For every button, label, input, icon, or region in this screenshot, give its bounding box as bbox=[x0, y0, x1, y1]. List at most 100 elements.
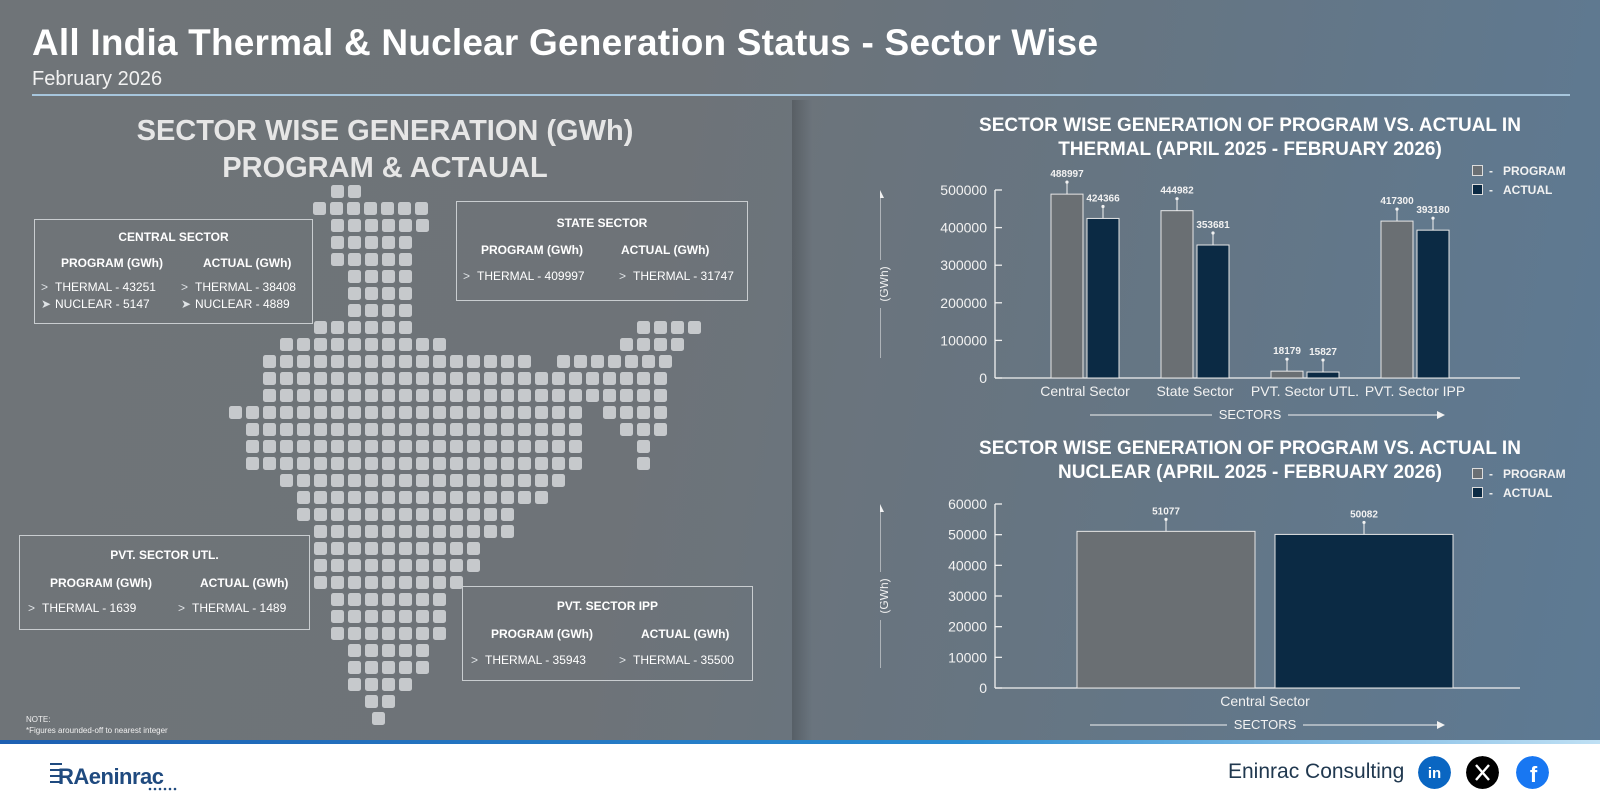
map-tile bbox=[433, 627, 446, 640]
y-tick-label: 50000 bbox=[948, 527, 987, 543]
company-logo: RAeninrac bbox=[50, 757, 190, 796]
left-panel-heading: SECTOR WISE GENERATION (GWh) PROGRAM & A… bbox=[100, 113, 670, 187]
y-tick-label: 10000 bbox=[948, 649, 987, 665]
logo-graphic: RAeninrac bbox=[50, 763, 177, 791]
map-tile bbox=[280, 474, 293, 487]
map-tile bbox=[518, 491, 531, 504]
map-tile bbox=[331, 372, 344, 385]
map-tile bbox=[574, 355, 587, 368]
facebook-icon[interactable]: f bbox=[1516, 756, 1549, 789]
map-tile bbox=[365, 644, 378, 657]
map-tile bbox=[467, 423, 480, 436]
map-tile bbox=[365, 559, 378, 572]
map-tile bbox=[484, 406, 497, 419]
map-tile bbox=[331, 627, 344, 640]
map-tile bbox=[331, 236, 344, 249]
map-tile bbox=[263, 440, 276, 453]
map-tile bbox=[416, 372, 429, 385]
data-label-dot bbox=[1164, 517, 1168, 521]
map-tile bbox=[591, 355, 604, 368]
map-tile bbox=[637, 338, 650, 351]
map-tile bbox=[297, 508, 310, 521]
map-tile bbox=[331, 610, 344, 623]
arrow-right-icon bbox=[1437, 411, 1445, 419]
map-tile bbox=[654, 321, 667, 334]
map-tile bbox=[246, 406, 259, 419]
map-tile bbox=[348, 508, 361, 521]
map-tile bbox=[450, 440, 463, 453]
data-label-dot bbox=[1362, 520, 1366, 525]
map-tile bbox=[450, 491, 463, 504]
map-tile bbox=[365, 389, 378, 402]
map-tile bbox=[433, 389, 446, 402]
map-tile bbox=[348, 338, 361, 351]
map-tile bbox=[382, 661, 395, 674]
legend-actual: - ACTUAL bbox=[1472, 486, 1566, 505]
map-tile bbox=[603, 406, 616, 419]
pvt-ipp-title: PVT. SECTOR IPP bbox=[556, 599, 659, 613]
bar-program bbox=[1076, 530, 1256, 689]
bar-program bbox=[1050, 193, 1084, 379]
map-tile bbox=[365, 661, 378, 674]
map-tile bbox=[382, 321, 395, 334]
pvt-utl-program-header: PROGRAM (GWh) bbox=[50, 576, 152, 590]
nuclear-title-line1: SECTOR WISE GENERATION OF PROGRAM VS. AC… bbox=[979, 438, 1521, 459]
map-tile bbox=[552, 406, 565, 419]
map-tile bbox=[416, 338, 429, 351]
map-tile bbox=[382, 508, 395, 521]
map-tile bbox=[399, 627, 412, 640]
x-icon[interactable] bbox=[1466, 756, 1499, 789]
map-tile bbox=[399, 678, 412, 691]
map-tile bbox=[263, 372, 276, 385]
map-tile bbox=[348, 287, 361, 300]
x-tick-label: State Sector bbox=[1156, 383, 1233, 399]
map-tile bbox=[365, 270, 378, 283]
x-tick-label: PVT. Sector UTL. bbox=[1251, 383, 1359, 399]
map-tile bbox=[365, 287, 378, 300]
map-tile bbox=[416, 525, 429, 538]
bar-actual bbox=[1416, 229, 1450, 379]
arrow-up-icon bbox=[880, 504, 884, 512]
map-tile bbox=[382, 304, 395, 317]
svg-text:in: in bbox=[1428, 765, 1441, 782]
map-tile bbox=[586, 389, 599, 402]
y-tick-label: 500000 bbox=[940, 182, 987, 198]
left-heading-line2: PROGRAM & ACTAUAL bbox=[222, 152, 548, 184]
y-tick-label: 200000 bbox=[940, 295, 987, 311]
map-tile bbox=[484, 440, 497, 453]
page-subtitle: February 2026 bbox=[32, 68, 163, 90]
map-tile bbox=[365, 508, 378, 521]
map-tile bbox=[671, 321, 684, 334]
map-tile bbox=[518, 474, 531, 487]
map-tile bbox=[467, 474, 480, 487]
map-tile bbox=[382, 406, 395, 419]
map-tile bbox=[501, 474, 514, 487]
thermal-title-line2: THERMAL (APRIL 2025 - FEBRUARY 2026) bbox=[1058, 139, 1442, 160]
map-tile bbox=[467, 525, 480, 538]
map-tile bbox=[365, 457, 378, 470]
legend-actual: - ACTUAL bbox=[1472, 183, 1566, 202]
map-tile bbox=[688, 321, 701, 334]
map-tile bbox=[433, 338, 446, 351]
actual-swatch bbox=[1472, 487, 1483, 498]
map-tile bbox=[416, 423, 429, 436]
map-tile bbox=[399, 559, 412, 572]
map-tile bbox=[501, 423, 514, 436]
map-tile bbox=[365, 678, 378, 691]
map-tile bbox=[399, 440, 412, 453]
thermal-title-line1: SECTOR WISE GENERATION OF PROGRAM VS. AC… bbox=[979, 115, 1521, 136]
map-tile bbox=[399, 661, 412, 674]
y-tick-label: 0 bbox=[979, 680, 987, 696]
chevron-right-icon: > bbox=[181, 280, 189, 294]
map-tile bbox=[501, 508, 514, 521]
map-tile bbox=[671, 338, 684, 351]
map-tile bbox=[501, 372, 514, 385]
pvt-utl-program-thermal: > THERMAL - 1639 bbox=[28, 601, 137, 615]
data-label-dot bbox=[1395, 207, 1399, 211]
map-tile bbox=[382, 219, 395, 232]
linkedin-icon[interactable]: in bbox=[1418, 756, 1451, 789]
map-tile bbox=[399, 525, 412, 538]
map-tile bbox=[433, 593, 446, 606]
map-tile bbox=[467, 389, 480, 402]
map-tile bbox=[314, 508, 327, 521]
